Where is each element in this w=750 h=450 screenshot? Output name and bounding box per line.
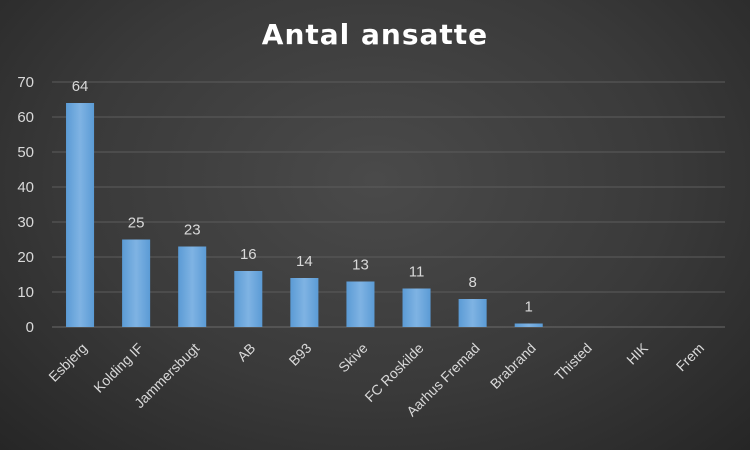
y-tick-label: 50 [17, 144, 34, 161]
bar-kolding-if [122, 239, 151, 327]
x-tick-label: Brabrand [487, 340, 539, 392]
gridlines [52, 81, 725, 328]
x-tick-label: Skive [335, 340, 371, 376]
data-label: 1 [525, 299, 533, 316]
data-label: 64 [72, 78, 89, 95]
data-label: 25 [128, 215, 145, 232]
x-tick-label: AB [234, 340, 259, 365]
bar-aarhus-fremad [458, 299, 487, 327]
data-label: 23 [184, 222, 201, 239]
y-tick-label: 20 [17, 249, 34, 266]
bar-skive [346, 281, 375, 327]
bar-jammersbugt [178, 246, 207, 327]
data-label: 8 [468, 274, 476, 291]
x-tick-label: HIK [623, 339, 651, 367]
data-label: 11 [409, 264, 425, 281]
chart-title: Antal ansatte [261, 18, 489, 51]
x-tick-label: Esbjerg [45, 340, 90, 385]
y-tick-label: 10 [17, 284, 34, 301]
bar-b93 [290, 278, 319, 327]
x-tick-label: B93 [286, 340, 315, 369]
data-label: 16 [240, 246, 257, 263]
x-tick-label: Thisted [551, 340, 595, 384]
y-tick-label: 40 [17, 179, 34, 196]
bars [66, 103, 543, 327]
bar-fc-roskilde [402, 288, 431, 327]
y-axis-ticks: 0 10 20 30 40 50 60 70 [17, 74, 34, 336]
data-label: 13 [352, 257, 369, 274]
x-tick-label: Frem [673, 340, 707, 374]
y-tick-label: 70 [17, 74, 34, 91]
bar-esbjerg [66, 103, 95, 327]
data-label: 14 [296, 253, 313, 270]
bar-ab [234, 271, 263, 327]
bar-brabrand [514, 323, 543, 327]
y-tick-label: 30 [17, 214, 34, 231]
y-tick-label: 0 [26, 319, 34, 336]
data-labels: 64 25 23 16 14 13 11 8 1 [72, 78, 533, 316]
x-tick-label: Kolding IF [90, 340, 146, 396]
y-tick-label: 60 [17, 109, 34, 126]
